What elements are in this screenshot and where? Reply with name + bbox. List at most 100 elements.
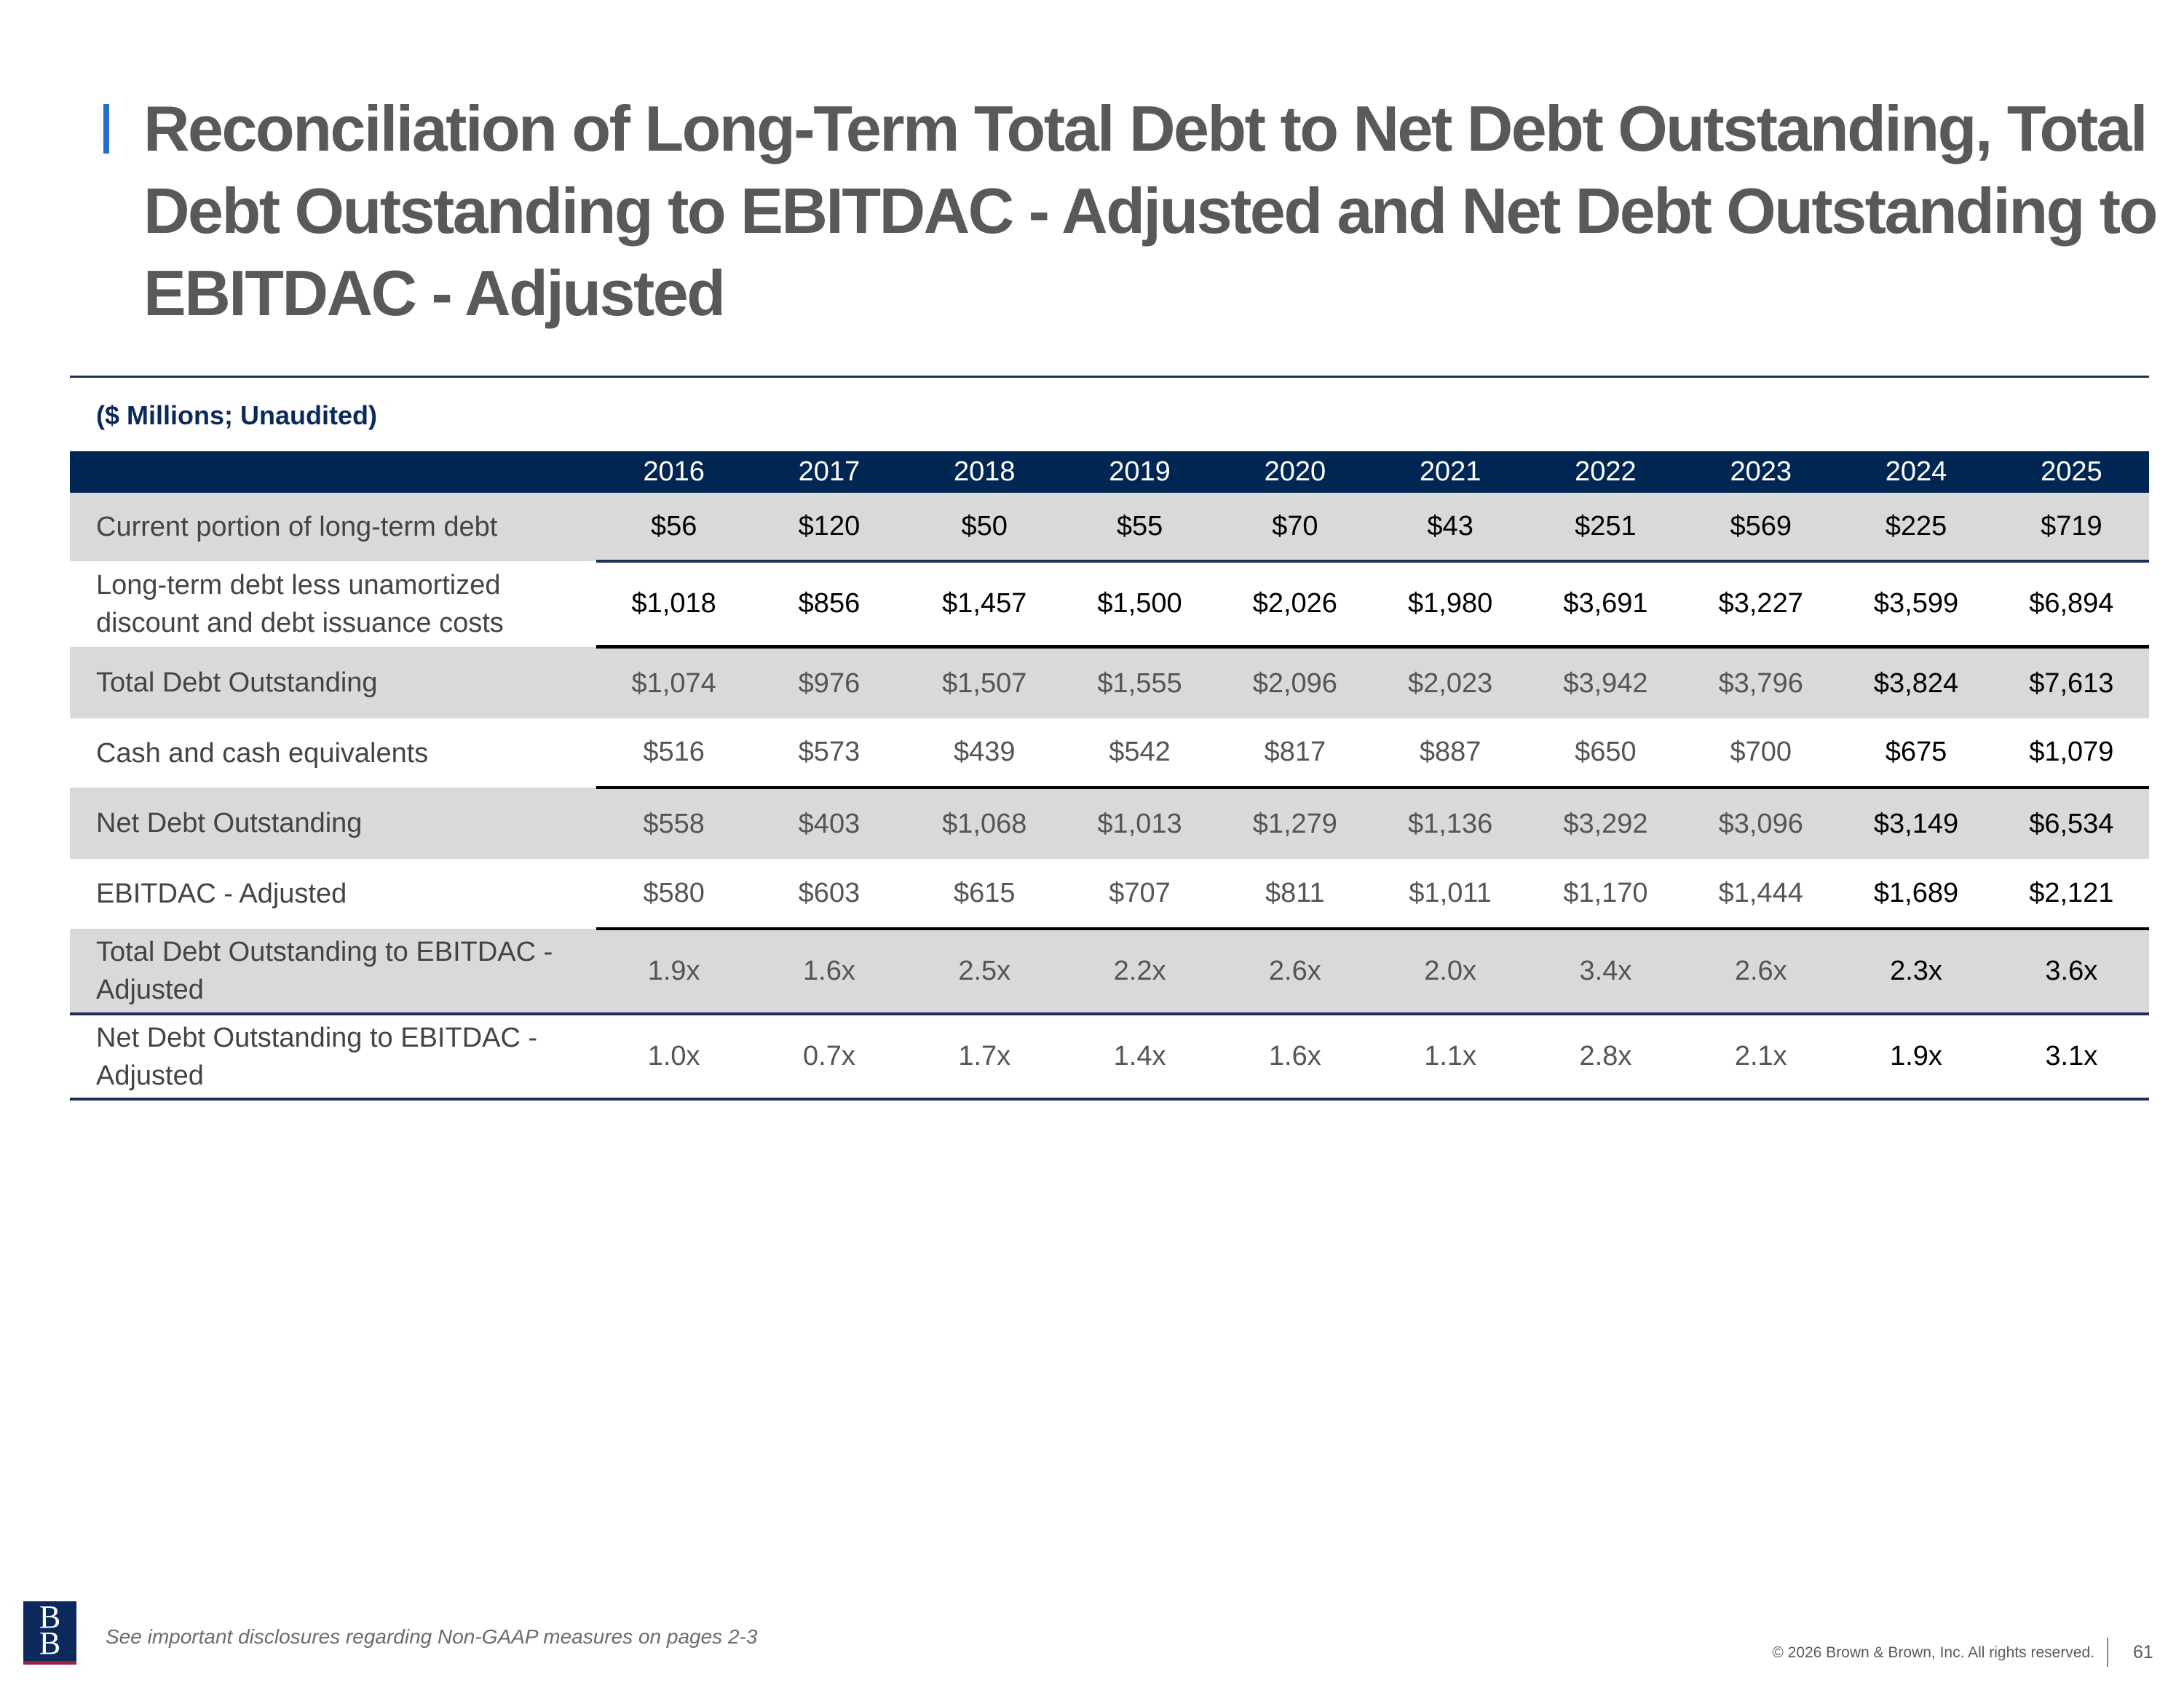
table-row: Total Debt Outstanding $1,074 $976 $1,507 $1…	[70, 646, 2149, 718]
cell-value: 3.4x	[1527, 929, 1684, 1015]
cell-value: $3,292	[1527, 788, 1684, 859]
cell-value: $1,279	[1217, 788, 1373, 859]
cell-value: 2.2x	[1061, 929, 1218, 1015]
cell-value: $1,013	[1061, 788, 1218, 859]
year-header: 2025	[1993, 451, 2149, 493]
table-row: EBITDAC - Adjusted $580 $603 $615 $707 $811 $1…	[70, 859, 2149, 930]
cell-value: $1,068	[906, 788, 1062, 859]
cell-value: $976	[751, 646, 907, 718]
cell-value: 3.6x	[1993, 929, 2149, 1015]
year-header: 2022	[1527, 451, 1684, 493]
table-row: Total Debt Outstanding to EBITDAC - Adju…	[70, 929, 2149, 1015]
row-label: Long-term debt less unamortized discount…	[96, 569, 504, 638]
cell-value: $1,457	[906, 561, 1062, 649]
year-header: 2023	[1683, 451, 1839, 493]
cell-value: 2.3x	[1838, 929, 1994, 1015]
cell-value: $700	[1683, 718, 1839, 789]
cell-value: $542	[1061, 718, 1218, 789]
cell-value: $1,500	[1061, 561, 1218, 649]
page-number: 61	[2133, 1642, 2153, 1662]
cell-value: $251	[1527, 493, 1684, 563]
cell-value: $3,149	[1838, 788, 1994, 859]
cell-value: $2,026	[1217, 561, 1373, 649]
page-title: Reconciliation of Long-Term Total Debt t…	[143, 92, 2158, 329]
cell-value: 2.6x	[1683, 929, 1839, 1015]
year-header: 2019	[1061, 451, 1218, 493]
cell-value: $1,074	[596, 646, 752, 718]
cell-value: 1.9x	[596, 929, 752, 1015]
title-accent-bar	[103, 104, 109, 154]
cell-value: $225	[1838, 493, 1994, 563]
cell-value: 1.0x	[596, 1014, 752, 1101]
cell-value: $2,096	[1217, 646, 1373, 718]
cell-value: $6,534	[1993, 788, 2149, 859]
cell-value: $3,096	[1683, 788, 1839, 859]
year-header: 2018	[906, 451, 1062, 493]
row-label: Current portion of long-term debt	[70, 493, 596, 561]
cell-value: $558	[596, 788, 752, 859]
cell-value: $569	[1683, 493, 1839, 563]
cell-value: $887	[1372, 718, 1528, 789]
year-header: 2020	[1217, 451, 1373, 493]
cell-value: 1.6x	[751, 929, 907, 1015]
units-subtitle: ($ Millions; Unaudited)	[96, 400, 377, 430]
cell-value: $50	[906, 493, 1062, 563]
cell-value: $6,894	[1993, 561, 2149, 649]
year-header: 2017	[751, 451, 907, 493]
cell-value: $856	[751, 561, 907, 649]
header-blank	[70, 451, 596, 493]
cell-value: 2.0x	[1372, 929, 1528, 1015]
row-label: Net Debt Outstanding	[70, 788, 596, 859]
cell-value: $817	[1217, 718, 1373, 789]
cell-value: $675	[1838, 718, 1994, 789]
cell-value: $603	[751, 859, 907, 930]
table-row: Net Debt Outstanding $558 $403 $1,068 $1,013…	[70, 788, 2149, 859]
cell-value: 1.6x	[1217, 1014, 1373, 1101]
row-label: Net Debt Outstanding to EBITDAC - Adjust…	[70, 1014, 596, 1101]
cell-value: 1.7x	[906, 1014, 1062, 1101]
cell-value: $3,824	[1838, 646, 1994, 718]
cell-value: $1,555	[1061, 646, 1218, 718]
year-header: 2016	[596, 451, 752, 493]
table-header-row: 2016 2017 2018 2019 2020 2021 2022 2023 2024 2025	[70, 451, 2149, 493]
cell-value: $811	[1217, 859, 1373, 930]
cell-value: $70	[1217, 493, 1373, 563]
cell-value: $707	[1061, 859, 1218, 930]
cell-value: $1,136	[1372, 788, 1528, 859]
cell-value: $615	[906, 859, 1062, 930]
table-row: Long-term debt less unamortized discount…	[70, 561, 2149, 649]
cell-value: 1.1x	[1372, 1014, 1528, 1101]
cell-value: $1,507	[906, 646, 1062, 718]
cell-value: $516	[596, 718, 752, 789]
cell-value: $650	[1527, 718, 1684, 789]
table-row: Cash and cash equivalents $516 $573 $439 $54…	[70, 718, 2149, 789]
cell-value: 3.1x	[1993, 1014, 2149, 1101]
cell-value: 2.5x	[906, 929, 1062, 1015]
cell-value: $3,796	[1683, 646, 1839, 718]
cell-value: $1,018	[596, 561, 752, 649]
cell-value: $1,444	[1683, 859, 1839, 930]
year-header: 2021	[1372, 451, 1528, 493]
cell-value: $56	[596, 493, 752, 563]
cell-value: 1.9x	[1838, 1014, 1994, 1101]
footer-divider	[2107, 1638, 2108, 1667]
cell-value: $2,023	[1372, 646, 1528, 718]
cell-value: $1,170	[1527, 859, 1684, 930]
cell-value: $3,599	[1838, 561, 1994, 649]
cell-value: $2,121	[1993, 859, 2149, 930]
cell-value: $7,613	[1993, 646, 2149, 718]
cell-value: 0.7x	[751, 1014, 907, 1101]
cell-value: $55	[1061, 493, 1218, 563]
row-label: Cash and cash equivalents	[96, 737, 429, 769]
cell-value: $1,689	[1838, 859, 1994, 930]
cell-value: $1,079	[1993, 718, 2149, 789]
row-label: Total Debt Outstanding to EBITDAC - Adju…	[70, 929, 596, 1015]
cell-value: $3,942	[1527, 646, 1684, 718]
cell-value: $1,011	[1372, 859, 1528, 930]
cell-value: 2.1x	[1683, 1014, 1839, 1101]
cell-value: $403	[751, 788, 907, 859]
cell-value: $3,691	[1527, 561, 1684, 649]
row-label: EBITDAC - Adjusted	[96, 879, 347, 909]
cell-value: 1.4x	[1061, 1014, 1218, 1101]
non-gaap-disclaimer: See important disclosures regarding Non-…	[106, 1625, 758, 1648]
